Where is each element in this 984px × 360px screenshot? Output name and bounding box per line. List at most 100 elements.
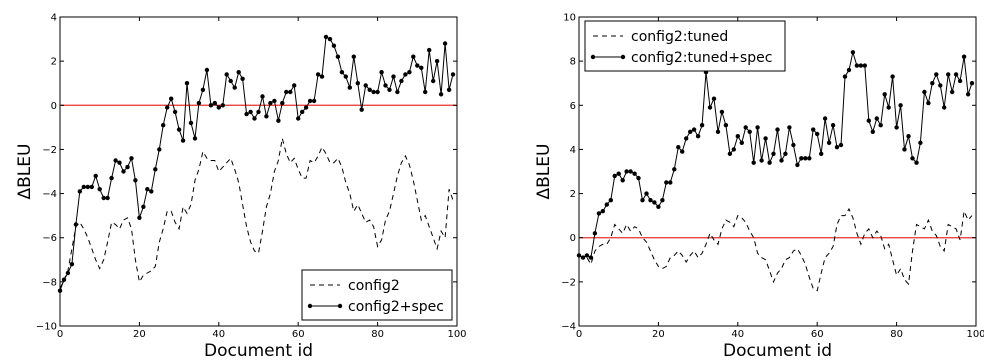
chart-right-series-config2-tuned-spec-point — [636, 175, 641, 181]
chart-left-series-config2-spec-point — [157, 147, 162, 152]
chart-right-series-config2-tuned-spec-point — [918, 140, 923, 145]
chart-left-series-config2-spec-point — [172, 109, 178, 115]
chart-left-series-config2-spec-point — [442, 41, 448, 46]
chart-left-y-tick-label: −10 — [36, 322, 57, 333]
chart-right-series-config2-tuned-spec-point — [620, 178, 625, 183]
chart-right-series-config2-tuned-spec-point — [807, 156, 812, 161]
chart-left-series-config2-spec-point — [284, 89, 289, 95]
chart-right-series-config2-tuned-spec-point — [961, 54, 967, 59]
chart-right-series-config2-tuned-spec-point — [592, 231, 598, 236]
chart-right-series-config2-tuned-spec-point — [930, 81, 935, 86]
chart-left-series-config2-spec-point — [300, 109, 305, 115]
chart-right-series-config2-tuned-spec-point — [735, 134, 740, 139]
chart-right-series-config2-tuned-spec-point — [767, 160, 772, 165]
chart-right-series-config2-tuned-spec-point — [779, 158, 784, 163]
chart-right-legend-box — [584, 20, 786, 72]
chart-right-series-config2-tuned-spec-point — [612, 173, 617, 179]
chart-right-series-config2-tuned-spec-point — [934, 72, 939, 77]
chart-right-series-config2-tuned-spec-point — [672, 167, 677, 172]
chart-right-series-config2-tuned-spec-point — [922, 89, 927, 95]
chart-right-series-config2-tuned-spec-point — [795, 162, 800, 168]
chart-right-series-config2-tuned-spec-point — [596, 211, 602, 216]
chart-left-series-config2-spec-point — [65, 270, 71, 276]
chart-left-series-config2-spec-point — [395, 89, 400, 95]
chart-left-series-config2-spec-point — [69, 262, 75, 267]
chart-right-series-config2-tuned-spec-point — [771, 151, 776, 156]
chart-right-y-tick-label: 6 — [570, 101, 576, 112]
chart-right-x-tick-label: 0 — [576, 329, 582, 340]
chart-left-series-config2-spec-point — [73, 222, 79, 227]
chart-left-series-config2-spec-point — [307, 98, 313, 104]
chart-left-y-tick-label: −2 — [42, 145, 57, 156]
chart-right-series-config2-tuned-spec-point — [652, 200, 657, 205]
chart-left-series-config2-spec-point — [311, 98, 317, 104]
chart-left-series-config2-spec-point — [85, 184, 91, 190]
chart-left-series-config2-spec-point — [252, 116, 257, 121]
chart-left-series-config2-spec-point — [248, 109, 253, 115]
chart-right-series-config2-tuned-spec-point — [842, 74, 848, 79]
chart-right-series-config2-tuned-spec-point — [926, 100, 931, 106]
chart-left-series-config2-spec-point — [450, 72, 456, 77]
chart-left-series-config2-spec-point — [327, 36, 333, 42]
chart-right-series-config2-tuned-spec-point — [684, 136, 689, 141]
chart-left-y-tick-label: −6 — [42, 233, 57, 244]
chart-left-series-config2-spec-point — [192, 136, 198, 141]
chart-right-series-config2-tuned-spec-point — [600, 209, 605, 214]
chart-right-series-config2-tuned-spec-point — [815, 131, 820, 137]
chart-left-x-tick-label: 40 — [212, 329, 225, 340]
chart-right-series-config2-tuned-spec-point — [604, 202, 609, 207]
chart-left-series-config2-spec-point — [276, 118, 281, 123]
chart-right-series-config2-tuned-spec-point — [616, 171, 621, 176]
chart-right-x-tick-label: 60 — [811, 329, 824, 340]
chart-left-tick-layer: 0 20 40 60 80 100 −10 −8 −6 −4 −2 0 2 4 — [36, 13, 467, 341]
chart-left-frame — [59, 16, 458, 327]
chart-right-series-config2-tuned-spec-point — [580, 255, 586, 260]
chart-right-series-config2-tuned-spec-point — [787, 125, 792, 130]
chart-right-series-config2-tuned-spec-point — [739, 140, 744, 145]
chart-left-legend-config2-spec-label: config2+spec — [348, 299, 444, 315]
chart-right-series-config2-tuned-spec-point — [846, 67, 852, 73]
chart-left-series-config2-spec-point — [204, 67, 210, 73]
chart-left-series-config2-spec-point — [260, 94, 265, 99]
chart-left-series-config2-spec-point — [347, 85, 352, 90]
chart-right-series-config2-tuned-spec-point — [711, 96, 717, 101]
chart-right-series-config2-tuned-spec-point — [723, 123, 729, 128]
chart-left-series-config2-spec-point — [288, 89, 293, 95]
chart-right-series-config2-tuned-spec-point — [942, 105, 947, 110]
chart-right-x-tick-label: 80 — [890, 329, 903, 340]
chart-left-series-config2-spec-point — [113, 158, 118, 163]
chart-right-y-axis-title: ΔBLEU — [534, 144, 554, 200]
chart-left-series-config2-spec-point — [303, 105, 309, 110]
chart-left-series-config2-spec-point — [212, 100, 217, 106]
chart-right-series-config2-tuned-spec-point — [965, 92, 971, 97]
chart-left-series-config2-spec-point — [77, 189, 83, 194]
chart-left-series-config2-spec-point — [153, 167, 158, 172]
chart-left-series-config2-spec-point — [141, 204, 146, 209]
chart-left-series-config2-spec-point — [335, 54, 341, 59]
chart-right-series-config2-tuned-spec-point — [803, 156, 808, 161]
chart-left-series-config2-spec-point — [256, 109, 261, 115]
chart-left-series-config2-spec-point — [431, 78, 436, 84]
chart-right-series-config2-tuned-spec-point — [576, 253, 582, 258]
chart-left-series-config2-spec-point — [268, 100, 273, 106]
chart-right-series-config2-tuned-spec-point — [894, 125, 899, 130]
chart-right-x-axis-title: Document id — [723, 341, 832, 360]
chart-left-series-config2-spec-point — [391, 74, 396, 79]
chart-right-series-config2-tuned-spec-point — [902, 147, 907, 152]
chart-right-y-tick-label: 0 — [570, 233, 576, 244]
chart-left-series-config2-spec-point — [351, 54, 356, 59]
chart-left-series-config2-spec-point — [220, 103, 225, 108]
chart-left-x-tick-label: 80 — [371, 329, 384, 340]
chart-right-series-config2-tuned-spec-point — [799, 156, 804, 161]
chart-right-series-config2-tuned-spec-point — [695, 134, 701, 139]
chart-right-series-config2-tuned-spec-point — [866, 118, 871, 123]
chart-left-series-config2-spec-point — [411, 54, 416, 59]
chart-left-series-config2-spec-point — [57, 288, 63, 293]
chart-right-series-config2-tuned-spec-point — [608, 198, 613, 203]
chart-left-plot-layer — [57, 34, 457, 293]
chart-left-series-config2-spec-point — [121, 169, 126, 174]
chart-right-series-config2-tuned-spec-point — [830, 123, 836, 128]
chart-right-series-config2-tuned-spec-point — [874, 116, 879, 121]
chart-right-series-config2-tuned-spec-point — [747, 129, 752, 134]
